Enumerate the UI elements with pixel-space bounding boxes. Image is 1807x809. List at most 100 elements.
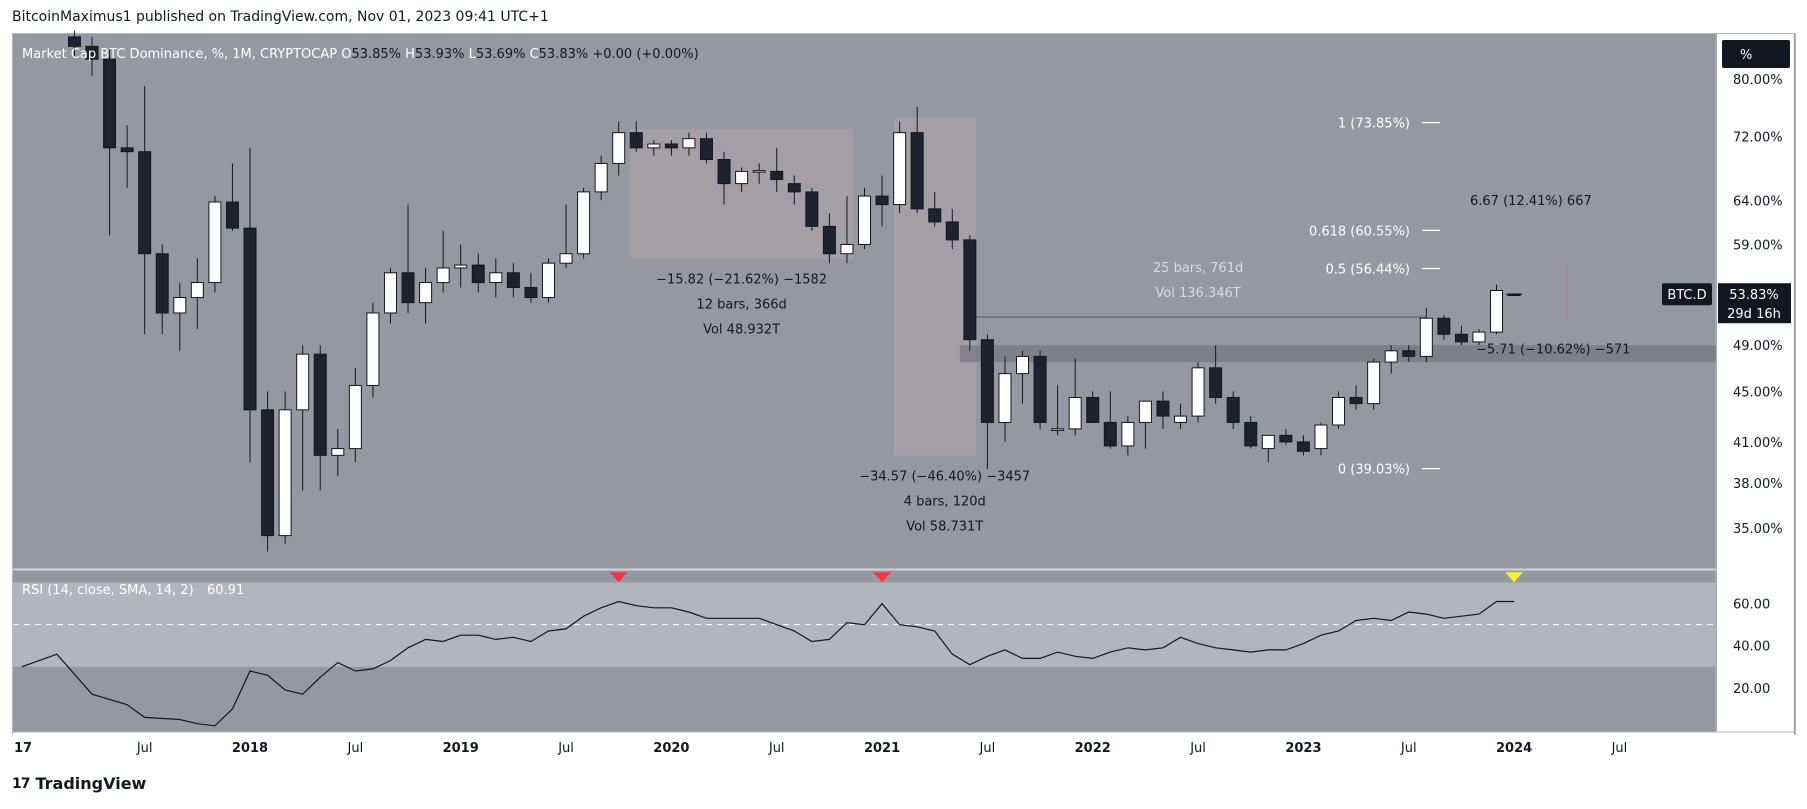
candle-body: [1419, 317, 1433, 357]
symbol-tag: [1662, 283, 1712, 306]
candle-body: [383, 272, 397, 314]
measure-label-3: 25 bars, 761d: [1153, 261, 1243, 276]
candle-body: [945, 221, 959, 241]
candle-body: [928, 208, 942, 223]
legend-part: 53.85%: [351, 47, 405, 62]
rsi-line: [21, 600, 1515, 727]
measure-label-1: −15.82 (−21.62%) −1582: [656, 272, 827, 287]
percent-scale-button-label: %: [1740, 48, 1752, 63]
candle-body: [1349, 396, 1363, 405]
y-tick-label: 59.00%: [1733, 238, 1783, 253]
candle-body: [225, 201, 239, 229]
candle-body: [805, 191, 819, 227]
candle-body: [436, 267, 450, 284]
rsi-current-value: 60.91: [207, 583, 244, 598]
footer: 17 TradingView: [12, 774, 146, 793]
candle-body: [278, 409, 292, 537]
rsi-y-tick-label: 20.00: [1733, 682, 1770, 697]
candle-body: [682, 138, 696, 149]
legend-part: Market Cap BTC Dominance, %, 1M, CRYPTOC…: [22, 47, 341, 62]
symbol-tag-label: BTC.D: [1667, 288, 1706, 303]
fib-level-label: 1 (73.85%): [1338, 117, 1410, 132]
candle-body: [1472, 331, 1486, 343]
candle-body: [699, 138, 713, 161]
rsi-title: RSI (14, close, SMA, 14, 2): [22, 583, 194, 598]
candle-body: [138, 151, 152, 255]
measure-label-4b: −5.71 (−10.62%) −571: [1476, 342, 1630, 357]
main-legend: Market Cap BTC Dominance, %, 1M, CRYPTOC…: [22, 47, 699, 62]
price-axis: [1717, 34, 1794, 732]
candle-body: [1121, 421, 1135, 447]
candle-body: [577, 191, 591, 255]
measure-label-2: Vol 58.731T: [906, 519, 983, 534]
candle-body: [1261, 434, 1275, 450]
candle-body: [1490, 289, 1504, 333]
legend-part: 53.69%: [476, 47, 530, 62]
candle-body: [296, 353, 310, 411]
candle-body: [401, 272, 415, 304]
candle-body: [1314, 424, 1328, 450]
support-zone: [959, 345, 1716, 363]
candle-body: [1209, 367, 1223, 398]
x-tick-label: 17: [14, 741, 32, 756]
candle-body: [103, 58, 117, 149]
candle-body: [770, 170, 784, 181]
footer-brand: TradingView: [35, 774, 147, 793]
candle-body: [313, 353, 327, 456]
candle-body: [1156, 400, 1170, 417]
time-axis: [13, 732, 1794, 762]
y-tick-label: 80.00%: [1733, 73, 1783, 88]
candle-body: [822, 225, 836, 255]
y-tick-label: 35.00%: [1733, 522, 1783, 537]
price-tag: [1718, 283, 1791, 324]
x-tick-label: Jul: [557, 741, 574, 756]
candle-body: [717, 159, 731, 185]
measure-label-2: −34.57 (−46.40%) −3457: [859, 469, 1030, 484]
candle-body: [173, 297, 187, 314]
rsi-signal-marker: [609, 572, 628, 583]
candle-body: [243, 227, 257, 411]
rsi-y-tick-label: 60.00: [1733, 598, 1770, 613]
tradingview-logo-icon: 17: [12, 775, 31, 792]
measure-label-1: Vol 48.932T: [703, 322, 780, 337]
x-tick-label: 2023: [1285, 741, 1321, 756]
candle-body: [647, 143, 661, 149]
legend-part: 53.93%: [415, 47, 469, 62]
fib-level-label: 0.618 (60.55%): [1309, 224, 1410, 239]
candle-body: [85, 45, 99, 60]
candle-body: [1191, 367, 1205, 417]
y-tick-label: 41.00%: [1733, 436, 1783, 451]
measure-label-4a: 6.67 (12.41%) 667: [1470, 194, 1592, 209]
y-tick-label: 72.00%: [1733, 130, 1783, 145]
x-tick-label: 2019: [443, 741, 479, 756]
candle-body: [963, 239, 977, 341]
candle-body: [1226, 396, 1240, 423]
candle-body: [489, 272, 503, 284]
candle-body: [348, 384, 362, 450]
candle-body: [454, 264, 468, 269]
legend-part: C: [530, 47, 539, 62]
x-tick-label: Jul: [979, 741, 996, 756]
candle-body: [1454, 333, 1468, 343]
x-tick-label: Jul: [1611, 741, 1628, 756]
candle-body: [752, 170, 766, 173]
y-tick-label: 38.00%: [1733, 477, 1783, 492]
percent-scale-button[interactable]: [1722, 40, 1790, 68]
candle-body: [67, 36, 81, 47]
fib-level-label: 0 (39.03%): [1338, 463, 1410, 478]
measure-label-2: 4 bars, 120d: [904, 494, 986, 509]
candle-body: [1051, 428, 1065, 431]
candle-body: [1033, 355, 1047, 423]
x-tick-label: 2024: [1496, 741, 1532, 756]
legend-part: L: [469, 47, 477, 62]
y-tick-label: 64.00%: [1733, 194, 1783, 209]
price-tag-value: 53.83%: [1729, 288, 1779, 303]
measure-zone: [893, 117, 976, 456]
candle-body: [1402, 350, 1416, 357]
y-tick-label: 49.00%: [1733, 339, 1783, 354]
x-tick-label: 2022: [1075, 741, 1111, 756]
rsi-y-tick-label: 40.00: [1733, 640, 1770, 655]
candle-body: [858, 195, 871, 245]
candle-body: [471, 264, 485, 284]
